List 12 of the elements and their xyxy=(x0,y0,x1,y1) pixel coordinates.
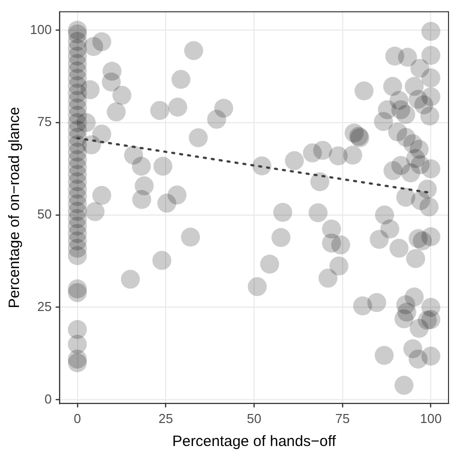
y-tick-label: 75 xyxy=(37,114,52,130)
x-tick-label: 25 xyxy=(158,410,173,426)
y-tick-label: 100 xyxy=(30,22,52,37)
x-tick-label: 50 xyxy=(246,410,262,426)
x-tick-label: 0 xyxy=(74,410,81,426)
y-tick-label: 0 xyxy=(44,391,52,406)
y-axis-title: Percentage of on−road glance xyxy=(6,106,24,308)
y-tick-label: 25 xyxy=(37,298,52,314)
y-tick-label: 50 xyxy=(37,206,52,222)
x-axis-title: Percentage of hands−off xyxy=(172,433,337,450)
x-tick-label: 100 xyxy=(420,410,442,426)
x-tick-label: 75 xyxy=(335,410,350,426)
